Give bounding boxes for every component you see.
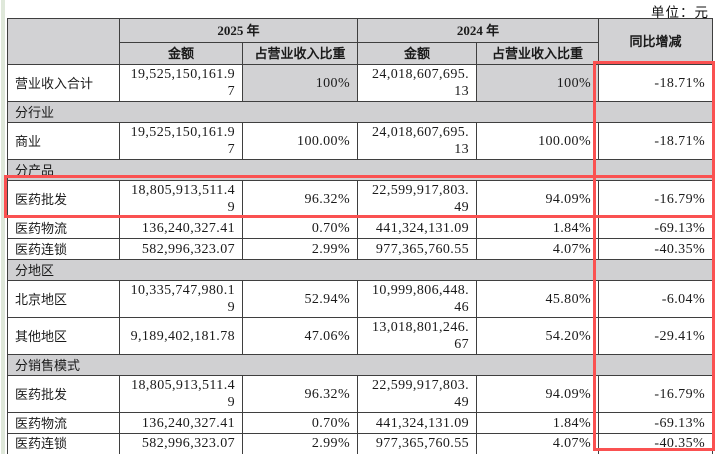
pct-2025-cell: 52.94% (241, 280, 359, 318)
amount-2025-cell: 19,525,150,161.97 (119, 122, 243, 160)
amount-2025-cell: 10,335,747,980.19 (119, 280, 243, 318)
col-header-2025: 2025 年 (118, 18, 359, 43)
amount-2024-cell: 441,324,131.09 (357, 412, 478, 434)
revenue-breakdown-table: 2025 年 2024 年 同比增减 金额 占营业收入比重 金额 占营业收入比重… (6, 18, 714, 454)
row-label-cell: 其他地区 (7, 317, 120, 355)
pct-2024-cell: 1.84% (476, 412, 600, 434)
row-label-cell: 医药批发 (7, 180, 120, 218)
row-label-cell: 医药连锁 (7, 238, 120, 260)
col-header-amount-2024: 金额 (357, 42, 478, 65)
row-label-cell: 医药物流 (7, 412, 120, 434)
pct-2024-cell: 100% (476, 64, 600, 102)
pct-2025-cell: 2.99% (241, 433, 359, 454)
pct-2024-cell: 54.20% (476, 317, 600, 355)
row-label-cell: 医药物流 (7, 217, 120, 239)
table-row: 医药批发 18,805,913,511.49 96.32% 22,599,917,80… (7, 375, 714, 413)
amount-2024-cell: 441,324,131.09 (357, 217, 478, 239)
amount-2024-cell: 22,599,917,803.49 (357, 180, 478, 218)
pct-2024-cell: 100.00% (476, 122, 600, 160)
amount-2024-cell: 22,599,917,803.49 (357, 375, 478, 413)
amount-2025-cell: 9,189,402,181.78 (119, 317, 243, 355)
amount-2025-cell: 19,525,150,161.97 (119, 64, 243, 102)
pct-2024-cell: 94.09% (476, 375, 600, 413)
amount-2025-cell: 18,805,913,511.49 (119, 180, 243, 218)
table-row: 医药连锁 582,996,323.07 2.99% 977,365,760.55 4.0… (7, 238, 714, 260)
col-header-amount-2025: 金额 (119, 42, 243, 65)
amount-2025-cell: 136,240,327.41 (119, 412, 243, 434)
table-row: 其他地区 9,189,402,181.78 47.06% 13,018,801,246… (7, 317, 714, 355)
pct-2025-cell: 0.70% (241, 412, 359, 434)
table-row-highlighted: 医药批发 18,805,913,511.49 96.32% 22,599,917,80… (7, 180, 714, 218)
section-label: 分行业 (6, 101, 714, 123)
yoy-change-cell: -16.79% (598, 375, 714, 413)
pct-2025-cell: 100.00% (241, 122, 359, 160)
table-row: 商业 19,525,150,161.97 100.00% 24,018,607,695… (7, 122, 714, 160)
amount-2024-cell: 24,018,607,695.13 (357, 122, 478, 160)
amount-2024-cell: 13,018,801,246.67 (357, 317, 478, 355)
table-row: 营业收入合计 19,525,150,161.97 100% 24,018,607,69… (7, 64, 714, 102)
amount-2025-cell: 18,805,913,511.49 (119, 375, 243, 413)
pct-2025-cell: 100% (241, 64, 359, 102)
section-row: 分行业 (6, 101, 714, 123)
amount-2025-cell: 582,996,323.07 (119, 433, 243, 454)
pct-2024-cell: 4.07% (476, 238, 600, 260)
row-label-cell: 商业 (7, 122, 120, 160)
corner-cell (7, 18, 120, 65)
pct-2025-cell: 0.70% (241, 217, 359, 239)
pct-2025-cell: 47.06% (241, 317, 359, 355)
row-label-cell: 医药连锁 (7, 433, 120, 454)
col-header-pct-2024: 占营业收入比重 (476, 42, 600, 65)
pct-2025-cell: 96.32% (241, 375, 359, 413)
table-row: 医药连锁 582,996,323.07 2.99% 977,365,760.55 4.0… (7, 433, 714, 454)
yoy-change-cell: -18.71% (598, 122, 714, 160)
pct-2024-cell: 1.84% (476, 217, 600, 239)
yoy-change-cell: -16.79% (598, 180, 714, 218)
table-row: 医药物流 136,240,327.41 0.70% 441,324,131.09 1.8… (7, 217, 714, 239)
yoy-change-cell: -29.41% (598, 317, 714, 355)
section-row: 分地区 (6, 259, 714, 281)
row-label-cell: 北京地区 (7, 280, 120, 318)
yoy-change-cell: -6.04% (598, 280, 714, 318)
yoy-change-cell: -40.35% (598, 238, 714, 260)
amount-2024-cell: 977,365,760.55 (357, 433, 478, 454)
table-row: 医药物流 136,240,327.41 0.70% 441,324,131.09 1.8… (7, 412, 714, 434)
yoy-change-cell: -18.71% (598, 64, 714, 102)
pct-2024-cell: 94.09% (476, 180, 600, 218)
page-edge-strip (1, 0, 5, 454)
pct-2025-cell: 2.99% (241, 238, 359, 260)
amount-2025-cell: 136,240,327.41 (119, 217, 243, 239)
col-header-yoy: 同比增减 (598, 18, 714, 65)
amount-2025-cell: 582,996,323.07 (119, 238, 243, 260)
section-row: 分产品 (6, 159, 714, 181)
section-label: 分产品 (6, 159, 714, 181)
pct-2024-cell: 4.07% (476, 433, 600, 454)
row-label-cell: 营业收入合计 (7, 64, 120, 102)
amount-2024-cell: 977,365,760.55 (357, 238, 478, 260)
unit-label: 单位：元 (651, 5, 709, 20)
row-label-cell: 医药批发 (7, 375, 120, 413)
header-row-years: 2025 年 2024 年 同比增减 (7, 18, 714, 65)
pct-2024-cell: 45.80% (476, 280, 600, 318)
header-row-metrics: 金额 占营业收入比重 金额 占营业收入比重 (8, 42, 713, 65)
col-header-2024: 2024 年 (357, 18, 600, 43)
yoy-change-cell: -69.13% (598, 217, 714, 239)
section-row: 分销售模式 (6, 354, 714, 376)
col-header-pct-2025: 占营业收入比重 (241, 42, 359, 65)
amount-2024-cell: 10,999,806,448.46 (357, 280, 478, 318)
table-row: 北京地区 10,335,747,980.19 52.94% 10,999,806,44… (7, 280, 714, 318)
yoy-change-cell: -69.13% (598, 412, 714, 434)
yoy-change-cell: -40.35% (598, 433, 714, 454)
amount-2024-cell: 24,018,607,695.13 (357, 64, 478, 102)
section-label: 分地区 (6, 259, 714, 281)
pct-2025-cell: 96.32% (241, 180, 359, 218)
section-label: 分销售模式 (6, 354, 714, 376)
